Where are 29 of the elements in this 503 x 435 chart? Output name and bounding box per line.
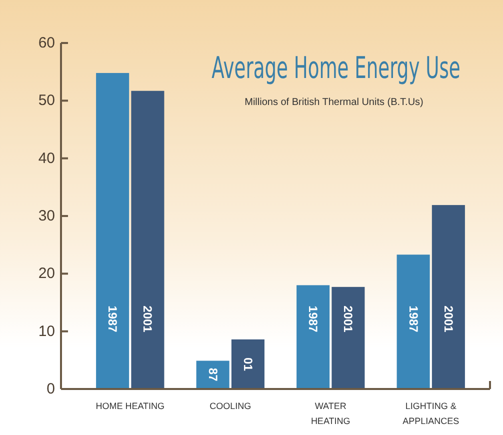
text: 2001 xyxy=(341,306,356,332)
y-tick-label: 0 xyxy=(46,380,55,398)
y-tick-label: 40 xyxy=(38,150,55,167)
series-label: 2001 xyxy=(140,306,155,333)
y-tick-label: 50 xyxy=(38,92,55,110)
x-tick-label: HOME HEATING xyxy=(96,401,165,411)
text: Millions of British Thermal Units (B.T.Us) xyxy=(244,97,424,108)
x-tick-label: WATER HEATING xyxy=(310,401,350,426)
bar xyxy=(196,360,230,389)
text: 2001 xyxy=(441,306,456,332)
bar xyxy=(131,90,164,389)
bar xyxy=(396,254,430,389)
chart-title: Average Home Energy Use xyxy=(212,50,460,86)
text: 1987 xyxy=(106,306,120,332)
series-label: 1987 xyxy=(306,306,320,333)
bar xyxy=(432,205,465,389)
y-tick-label: 30 xyxy=(38,208,55,224)
bar xyxy=(296,285,330,389)
y-tick-label: 60 xyxy=(38,34,55,52)
y-tick-label: 10 xyxy=(38,322,55,340)
bar xyxy=(96,72,130,389)
text: 1987 xyxy=(406,306,420,332)
bar xyxy=(332,286,365,389)
bar xyxy=(231,339,264,389)
x-tick-label: LIGHTING & APPLIANCES xyxy=(402,401,460,426)
x-tick-label: COOLING xyxy=(210,401,252,411)
annotation: 87 xyxy=(206,368,220,382)
y-tick-label: 20 xyxy=(38,265,55,282)
annotation: 01 xyxy=(240,358,255,372)
